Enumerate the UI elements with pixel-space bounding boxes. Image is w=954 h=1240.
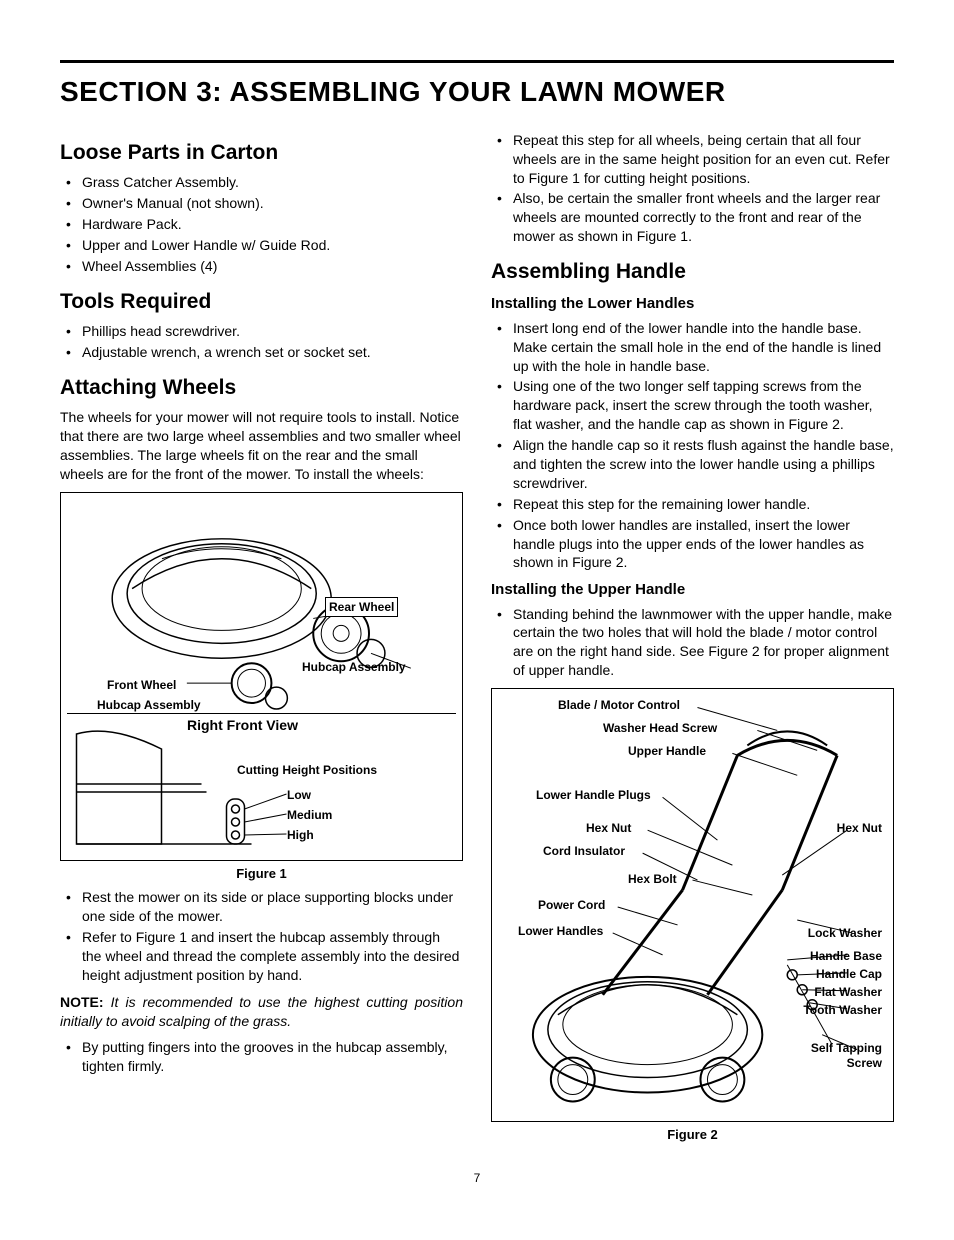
handle-cap-label: Handle Cap xyxy=(816,966,882,982)
power-cord-label: Power Cord xyxy=(538,897,605,913)
hex-nut-right-label: Hex Nut xyxy=(837,820,882,836)
wheel-steps-a: Rest the mower on its side or place supp… xyxy=(60,888,463,984)
note-paragraph: NOTE: It is recommended to use the highe… xyxy=(60,993,463,1031)
list-item: Using one of the two longer self tapping… xyxy=(513,377,894,434)
assembling-handle-heading: Assembling Handle xyxy=(491,258,894,286)
list-item: Upper and Lower Handle w/ Guide Rod. xyxy=(82,236,463,255)
loose-parts-list: Grass Catcher Assembly. Owner's Manual (… xyxy=(60,173,463,275)
list-item: Phillips head screwdriver. xyxy=(82,322,463,341)
blade-motor-control-label: Blade / Motor Control xyxy=(558,697,680,713)
cutting-height-label: Cutting Height Positions xyxy=(237,762,377,778)
handle-base-label: Handle Base xyxy=(810,948,882,964)
washer-head-screw-label: Washer Head Screw xyxy=(603,720,717,736)
screw-label: Screw xyxy=(847,1055,882,1071)
list-item: Once both lower handles are installed, i… xyxy=(513,516,894,573)
loose-parts-heading: Loose Parts in Carton xyxy=(60,139,463,167)
self-tapping-label: Self Tapping xyxy=(811,1040,882,1056)
cutting-height-diagram xyxy=(67,714,456,854)
right-column: Repeat this step for all wheels, being c… xyxy=(491,127,894,1150)
lower-handles-label: Lower Handles xyxy=(518,923,603,939)
lower-handle-plugs-label: Lower Handle Plugs xyxy=(536,787,651,803)
lower-handles-heading: Installing the Lower Handles xyxy=(491,294,894,314)
list-item: Rest the mower on its side or place supp… xyxy=(82,888,463,926)
list-item: Align the handle cap so it rests flush a… xyxy=(513,436,894,493)
list-item: Hardware Pack. xyxy=(82,215,463,234)
list-item: Refer to Figure 1 and insert the hubcap … xyxy=(82,928,463,985)
section-title: SECTION 3: ASSEMBLING YOUR LAWN MOWER xyxy=(60,73,894,111)
lower-handles-list: Insert long end of the lower handle into… xyxy=(491,319,894,573)
list-item: Repeat this step for all wheels, being c… xyxy=(513,131,894,188)
list-item: Owner's Manual (not shown). xyxy=(82,194,463,213)
wheels-intro: The wheels for your mower will not requi… xyxy=(60,408,463,484)
upper-handle-list: Standing behind the lawnmower with the u… xyxy=(491,605,894,681)
tools-list: Phillips head screwdriver. Adjustable wr… xyxy=(60,322,463,362)
figure-1-bottom-panel: Right Front View Cutting Height Position… xyxy=(67,714,456,854)
rear-wheel-label: Rear Wheel xyxy=(325,597,398,617)
front-wheel-label: Front Wheel xyxy=(107,677,176,693)
figure-2-panel: Blade / Motor Control Washer Head Screw … xyxy=(498,695,887,1115)
flat-washer-label: Flat Washer xyxy=(814,984,882,1000)
right-front-view-label: Right Front View xyxy=(187,716,298,735)
lock-washer-label: Lock Washer xyxy=(808,925,882,941)
high-label: High xyxy=(287,827,314,843)
list-item: Grass Catcher Assembly. xyxy=(82,173,463,192)
page-number: 7 xyxy=(60,1170,894,1186)
tooth-washer-label: Tooth Washer xyxy=(803,1002,882,1018)
list-item: Wheel Assemblies (4) xyxy=(82,257,463,276)
list-item: Also, be certain the smaller front wheel… xyxy=(513,189,894,246)
figure-1-top-panel: Rear Wheel Hubcap Assembly Front Wheel H… xyxy=(67,499,456,714)
list-item: Insert long end of the lower handle into… xyxy=(513,319,894,376)
wheel-steps-b: By putting fingers into the grooves in t… xyxy=(60,1038,463,1076)
hex-bolt-label: Hex Bolt xyxy=(628,871,677,887)
medium-label: Medium xyxy=(287,807,332,823)
hubcap-assembly-rear-label: Hubcap Assembly xyxy=(302,659,406,675)
tools-heading: Tools Required xyxy=(60,288,463,316)
figure-1-caption: Figure 1 xyxy=(60,865,463,883)
horizontal-rule xyxy=(60,60,894,63)
cord-insulator-label: Cord Insulator xyxy=(543,843,625,859)
two-column-layout: Loose Parts in Carton Grass Catcher Asse… xyxy=(60,127,894,1150)
wheels-heading: Attaching Wheels xyxy=(60,374,463,402)
note-body: It is recommended to use the highest cut… xyxy=(60,994,463,1029)
note-label: NOTE: xyxy=(60,994,104,1010)
wheel-steps-continued: Repeat this step for all wheels, being c… xyxy=(491,131,894,246)
upper-handle-label: Upper Handle xyxy=(628,743,706,759)
figure-2-box: Blade / Motor Control Washer Head Screw … xyxy=(491,688,894,1122)
list-item: By putting fingers into the grooves in t… xyxy=(82,1038,463,1076)
list-item: Adjustable wrench, a wrench set or socke… xyxy=(82,343,463,362)
list-item: Repeat this step for the remaining lower… xyxy=(513,495,894,514)
hubcap-assembly-front-label: Hubcap Assembly xyxy=(97,697,201,713)
hex-nut-left-label: Hex Nut xyxy=(586,820,631,836)
low-label: Low xyxy=(287,787,311,803)
upper-handle-heading: Installing the Upper Handle xyxy=(491,580,894,600)
list-item: Standing behind the lawnmower with the u… xyxy=(513,605,894,681)
left-column: Loose Parts in Carton Grass Catcher Asse… xyxy=(60,127,463,1150)
figure-2-caption: Figure 2 xyxy=(491,1126,894,1144)
figure-1-box: Rear Wheel Hubcap Assembly Front Wheel H… xyxy=(60,492,463,861)
